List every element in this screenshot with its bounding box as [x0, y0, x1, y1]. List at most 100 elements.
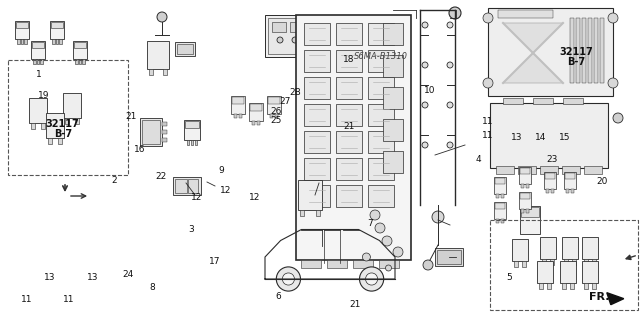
Text: 21: 21 [343, 122, 355, 130]
Bar [520, 167, 530, 174]
Text: FR.: FR. [589, 292, 609, 302]
Text: B-7: B-7 [54, 129, 72, 139]
Text: 21: 21 [349, 300, 361, 309]
Bar [8, 60, 128, 175]
Bar [539, 283, 543, 289]
Circle shape [608, 78, 618, 88]
Polygon shape [503, 53, 563, 83]
Bar [562, 237, 578, 259]
Bar [327, 260, 347, 268]
Text: 10: 10 [424, 86, 436, 95]
Text: 7: 7 [367, 219, 372, 228]
Text: 32117: 32117 [46, 119, 79, 129]
Bar [175, 42, 195, 56]
Bar [584, 283, 588, 289]
Bar [551, 189, 554, 192]
Bar [184, 120, 200, 140]
Bar [576, 18, 580, 83]
Bar [520, 206, 540, 234]
Text: 11: 11 [21, 295, 33, 304]
Bar [582, 237, 598, 259]
Bar [175, 179, 187, 193]
Circle shape [362, 253, 371, 261]
Bar [36, 59, 39, 64]
Text: 15: 15 [559, 133, 570, 142]
Bar [336, 50, 362, 72]
Bar [234, 114, 237, 118]
Text: 19: 19 [38, 91, 49, 100]
Bar [570, 18, 574, 83]
Bar [494, 176, 506, 194]
Bar [521, 183, 524, 188]
Bar [336, 185, 362, 207]
Bar [191, 140, 193, 145]
Bar [162, 138, 167, 142]
Bar [501, 219, 504, 222]
Bar [20, 39, 23, 44]
Text: 21: 21 [125, 112, 137, 121]
Bar [301, 260, 321, 268]
Bar [298, 180, 322, 210]
Text: 14: 14 [535, 133, 547, 142]
Bar [533, 98, 553, 104]
Bar [267, 96, 281, 114]
Bar [336, 131, 362, 153]
Bar [566, 189, 569, 192]
Bar [249, 103, 263, 121]
Bar [544, 172, 556, 189]
Bar [550, 259, 554, 265]
Bar [490, 220, 638, 310]
Text: 20: 20 [596, 177, 607, 186]
Bar [600, 18, 604, 83]
Text: 6: 6 [276, 292, 281, 301]
Bar [584, 166, 602, 174]
Bar [383, 23, 403, 45]
Bar [519, 167, 531, 183]
Bar [336, 104, 362, 126]
Circle shape [483, 78, 493, 88]
Circle shape [613, 113, 623, 123]
Circle shape [422, 142, 428, 148]
Bar [496, 166, 514, 174]
Bar [592, 283, 596, 289]
Text: 13: 13 [511, 133, 523, 142]
Circle shape [423, 260, 433, 270]
Bar [232, 97, 244, 104]
Bar [147, 41, 169, 69]
Bar [368, 131, 394, 153]
Bar [383, 151, 403, 173]
Bar [540, 166, 558, 174]
Bar [518, 166, 536, 174]
Bar [501, 194, 504, 197]
Bar [562, 166, 580, 174]
Bar [498, 10, 553, 18]
Bar [300, 210, 304, 216]
Text: 5: 5 [506, 273, 511, 282]
Bar [140, 118, 162, 146]
Polygon shape [503, 23, 563, 53]
Bar [494, 202, 506, 219]
Text: 2B: 2B [290, 88, 301, 97]
Circle shape [382, 236, 392, 246]
Bar [304, 23, 330, 45]
Bar [435, 248, 463, 266]
Bar [15, 21, 29, 39]
Bar [73, 41, 87, 59]
Circle shape [292, 37, 298, 43]
Bar [268, 97, 280, 104]
Bar [563, 98, 583, 104]
Bar [547, 283, 551, 289]
Text: 32117: 32117 [559, 47, 593, 57]
Bar [33, 59, 36, 64]
Bar [16, 22, 28, 28]
Text: 12: 12 [249, 193, 260, 202]
Text: 9: 9 [218, 166, 223, 175]
Bar [368, 158, 394, 180]
Bar [41, 122, 45, 129]
Text: 11: 11 [63, 295, 75, 304]
Bar [594, 18, 598, 83]
Bar [582, 261, 598, 283]
Bar [82, 59, 84, 64]
Bar [51, 22, 63, 28]
Bar [50, 21, 64, 39]
